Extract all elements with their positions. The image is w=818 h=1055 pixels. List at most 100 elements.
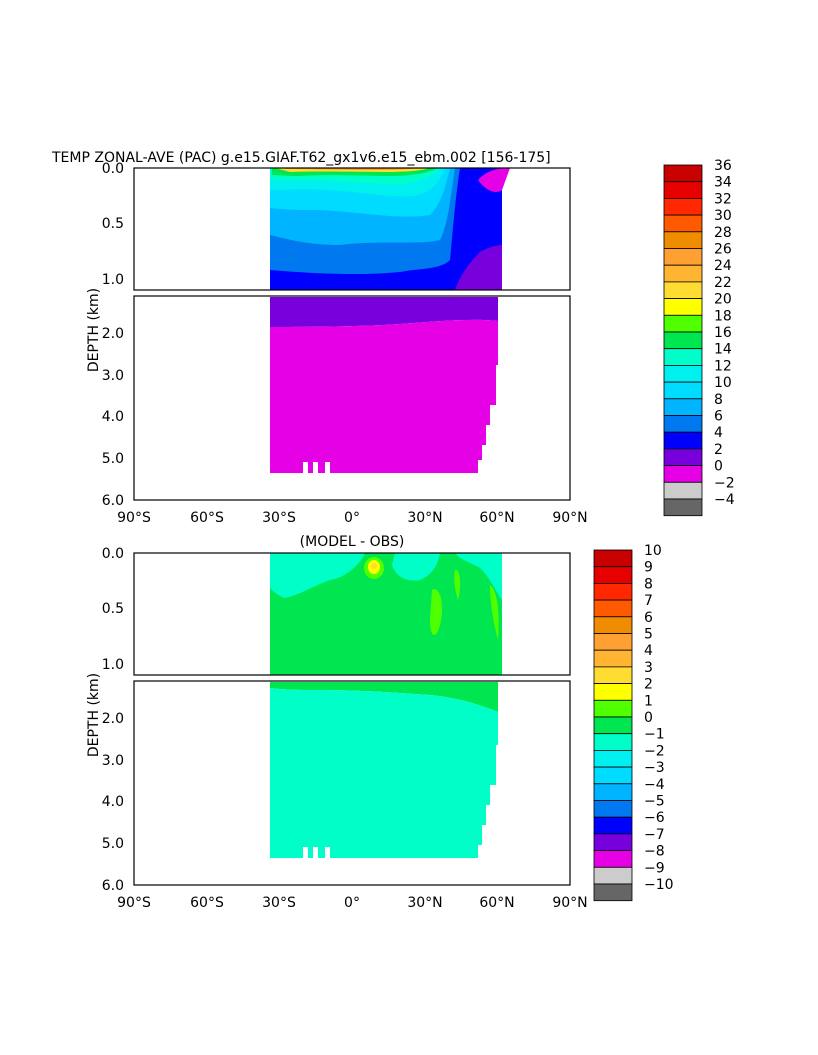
top-colorbar-label-8: 20 xyxy=(714,292,732,308)
bottom-colorbar-swatch-4 xyxy=(593,616,633,634)
top-colorbar-swatch-19 xyxy=(663,481,703,500)
bottom-ytick-1: 0.5 xyxy=(102,601,124,617)
bottom-ytick-3: 2.0 xyxy=(102,711,124,727)
top-colorbar-label-18: 0 xyxy=(714,459,723,475)
bottom-colorbar-label-2: 8 xyxy=(644,576,653,592)
top-y-axis: 0.0 0.5 1.0 2.0 3.0 4.0 5.0 6.0 DEPTH (k… xyxy=(86,161,124,509)
top-colorbar-swatch-14 xyxy=(663,398,703,416)
top-ytick-5: 4.0 xyxy=(102,409,124,425)
bottom-colorbar-label-13: −3 xyxy=(644,760,665,776)
top-colorbar-label-6: 24 xyxy=(714,258,732,274)
bottom-ytick-7: 6.0 xyxy=(102,878,124,894)
top-colorbar-label-1: 34 xyxy=(714,175,732,191)
bottom-colorbar-label-3: 7 xyxy=(644,593,653,609)
bottom-colorbar-label-16: −6 xyxy=(644,810,665,826)
top-ytick-0: 0.0 xyxy=(102,161,124,177)
bottom-colorbar-swatch-9 xyxy=(593,699,633,718)
top-ytick-2: 1.0 xyxy=(102,272,124,288)
top-colorbar-label-19: −2 xyxy=(714,475,735,491)
bottom-ytick-4: 3.0 xyxy=(102,753,124,769)
bottom-xtick-2: 30°S xyxy=(262,895,296,911)
bottom-colorbar-swatch-2 xyxy=(593,583,633,601)
bottom-colorbar-label-10: 0 xyxy=(644,710,653,726)
top-colorbar-swatch-8 xyxy=(663,298,703,316)
top-colorbar-label-0: 36 xyxy=(714,158,732,174)
bottom-colorbar-label-20: −10 xyxy=(644,877,674,893)
top-ylabel: DEPTH (km) xyxy=(86,288,102,372)
top-colorbar-label-20: −4 xyxy=(714,492,735,508)
bottom-x-axis: 90°S 60°S 30°S 0° 30°N 60°N 90°N xyxy=(117,895,588,911)
top-colorbar-swatch-11 xyxy=(663,348,703,366)
top-colorbar-swatch-5 xyxy=(663,248,703,266)
top-ytick-1: 0.5 xyxy=(102,216,124,232)
bottom-colorbar-swatch-3 xyxy=(593,599,633,618)
top-colorbar-label-11: 14 xyxy=(714,342,732,358)
top-colorbar-swatch-2 xyxy=(663,197,703,216)
top-colorbar-label-14: 8 xyxy=(714,392,723,408)
top-colorbar-swatch-16 xyxy=(663,431,703,450)
bottom-colorbar-label-8: 2 xyxy=(644,677,653,693)
bottom-xtick-5: 60°N xyxy=(479,895,514,911)
bottom-ytick-2: 1.0 xyxy=(102,657,124,673)
bottom-colorbar-swatch-14 xyxy=(593,783,633,801)
bottom-colorbar-label-9: 1 xyxy=(644,693,653,709)
bottom-colorbar-swatch-13 xyxy=(593,766,633,785)
bottom-colorbar-label-1: 9 xyxy=(644,560,653,576)
top-colorbar-swatch-18 xyxy=(663,465,703,483)
top-ytick-3: 2.0 xyxy=(102,326,124,342)
top-colorbar-swatch-3 xyxy=(663,214,703,233)
bottom-colorbar-label-12: −2 xyxy=(644,743,665,759)
top-ytick-4: 3.0 xyxy=(102,368,124,384)
top-colorbar-swatch-6 xyxy=(663,264,703,283)
top-colorbar-label-5: 26 xyxy=(714,242,732,258)
chart-title-bottom: (MODEL - OBS) xyxy=(300,534,405,550)
bottom-colorbar-swatch-5 xyxy=(593,633,633,651)
top-colorbar-swatch-4 xyxy=(663,231,703,249)
bottom-ylabel: DEPTH (km) xyxy=(86,673,102,757)
bottom-colorbar-swatch-6 xyxy=(593,649,633,668)
top-colorbar-label-3: 30 xyxy=(714,208,732,224)
top-colorbar-swatch-0 xyxy=(663,164,703,183)
top-colorbar-label-4: 28 xyxy=(714,225,732,241)
top-colorbar-swatch-1 xyxy=(663,181,703,199)
bottom-colorbar-swatch-11 xyxy=(593,733,633,751)
top-colorbar-label-10: 16 xyxy=(714,325,732,341)
bottom-xtick-4: 30°N xyxy=(407,895,442,911)
top-colorbar-swatch-17 xyxy=(663,448,703,466)
bottom-colorbar-swatch-1 xyxy=(593,566,633,584)
bottom-xtick-1: 60°S xyxy=(190,895,224,911)
bottom-colorbar-swatch-19 xyxy=(593,866,633,885)
bottom-lower-field xyxy=(133,680,571,886)
top-colorbar-swatch-12 xyxy=(663,364,703,383)
bottom-xtick-3: 0° xyxy=(344,895,360,911)
top-xtick-5: 60°N xyxy=(479,510,514,526)
top-colorbar-label-9: 18 xyxy=(714,308,732,324)
top-colorbar-swatch-15 xyxy=(663,415,703,433)
bottom-colorbar-swatch-12 xyxy=(593,750,633,768)
bottom-colorbar-swatch-10 xyxy=(593,716,633,735)
bottom-ytick-0: 0.0 xyxy=(102,546,124,562)
top-ytick-6: 5.0 xyxy=(102,451,124,467)
bottom-colorbar-swatch-8 xyxy=(593,683,633,701)
top-colorbar-label-16: 4 xyxy=(714,425,723,441)
bottom-colorbar-swatch-7 xyxy=(593,666,633,685)
bottom-xtick-6: 90°N xyxy=(552,895,587,911)
bottom-colorbar-label-15: −5 xyxy=(644,794,665,810)
bottom-colorbar-swatch-16 xyxy=(593,816,633,835)
top-colorbar-label-2: 32 xyxy=(714,191,732,207)
bottom-y-axis: 0.0 0.5 1.0 2.0 3.0 4.0 5.0 6.0 DEPTH (k… xyxy=(86,546,124,894)
top-xtick-1: 60°S xyxy=(190,510,224,526)
bottom-colorbar-swatch-18 xyxy=(593,850,633,868)
bottom-colorbar-swatch-0 xyxy=(593,549,633,568)
bottom-colorbar-label-14: −4 xyxy=(644,777,665,793)
bottom-ytick-6: 5.0 xyxy=(102,836,124,852)
bottom-colorbar-swatch-15 xyxy=(593,800,633,818)
bottom-colorbar-label-7: 3 xyxy=(644,660,653,676)
top-lower-field xyxy=(133,295,571,501)
bottom-colorbar-swatch-17 xyxy=(593,833,633,852)
top-upper-field xyxy=(133,167,571,291)
top-xtick-3: 0° xyxy=(344,510,360,526)
top-colorbar-swatch-20 xyxy=(663,498,703,517)
